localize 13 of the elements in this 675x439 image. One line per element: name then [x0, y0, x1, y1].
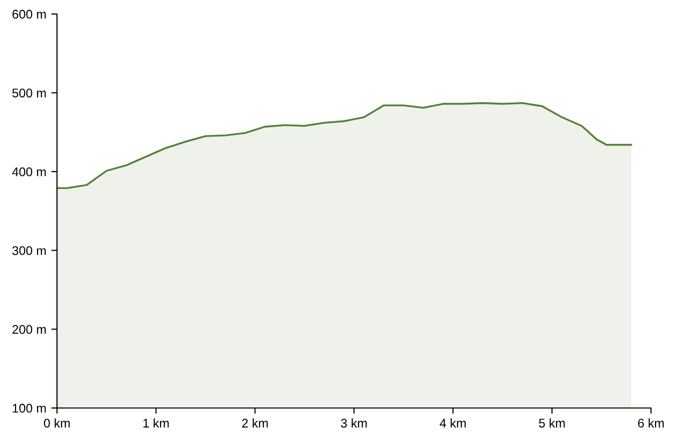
y-tick-label: 300 m [12, 246, 46, 256]
x-tick-label: 2 km [242, 418, 268, 428]
y-tick-label: 600 m [12, 10, 46, 19]
y-tick-label: 100 m [12, 404, 46, 413]
y-tick-label: 200 m [12, 325, 46, 334]
x-tick-label: 3 km [340, 418, 367, 428]
x-tick-label: 0 km [44, 418, 70, 428]
x-tick-label: 6 km [638, 418, 664, 428]
x-tick-label: 5 km [538, 418, 565, 428]
x-tick-label: 4 km [440, 418, 466, 428]
x-tick-label: 1 km [143, 418, 169, 428]
y-tick-label: 500 m [12, 88, 46, 98]
y-tick-label: 400 m [12, 167, 46, 176]
